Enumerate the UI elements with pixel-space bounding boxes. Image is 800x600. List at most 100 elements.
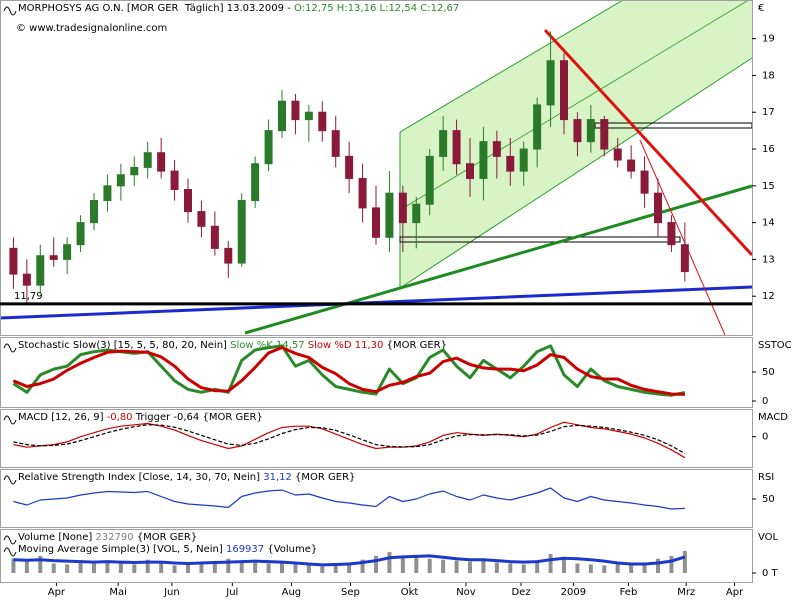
candle-body [372,207,380,238]
volume-bar [78,562,83,573]
series-line [13,554,686,567]
candle-body [425,155,434,205]
legend: Relative Strength Index [Close, 14, 30, … [18,472,355,483]
candle-body [466,163,474,179]
candle-body [210,225,219,249]
x-tick-label: Okt [401,587,419,598]
x-tick-label: Feb [620,587,638,598]
axis-label: MACD [758,412,788,423]
candle-body [331,130,340,157]
volume-bar [508,563,513,573]
y-tick-label: 12 [762,291,775,302]
support-label: 11,79 [14,291,43,302]
panel-frame [0,0,753,336]
x-tick-label: Jul [225,587,238,598]
candle-body [63,244,72,260]
indicator-icon [3,547,17,557]
candle-body [22,273,31,286]
volume-bar [199,563,204,573]
indicator-icon [3,343,17,353]
x-tick-label: Sep [341,587,360,598]
trend-line [244,184,753,335]
x-tick-label: 2009 [561,587,586,598]
x-tick-label: Nov [456,587,476,598]
volume-bar [38,555,43,573]
x-tick-label: Jun [163,587,180,598]
volume-bar [360,559,365,573]
series-line [13,421,686,459]
candle-body [439,130,448,157]
volume-bar [441,559,446,573]
candle-body [291,100,300,121]
x-tick-label: Dez [511,587,530,598]
volume-bar [562,556,566,573]
candle-body [170,170,179,190]
candle-body [184,188,192,213]
indicator-icon [3,415,17,425]
x-tick-label: Mrz [677,587,695,598]
axis-label: RSI [758,472,774,483]
volume-bar [575,563,580,573]
candle-body [237,200,246,264]
candle-body [197,211,206,227]
legend-part: 169937 [226,544,267,555]
panel-frame [0,529,753,583]
volume-bar [226,558,231,573]
legend-part: 31,12 [263,472,295,483]
channel-line [399,0,750,211]
volume-bar [132,564,137,573]
candle-body [452,130,461,165]
legend-part: -0,80 [107,412,136,423]
volume-bar [333,564,338,573]
candle-body [76,222,85,246]
volume-bar [669,555,674,573]
panel-frame [0,409,753,468]
candle-body [9,247,18,275]
candle-body [49,255,58,260]
candle-body [492,141,501,157]
candle-body [143,152,152,168]
volume-bar [521,564,526,573]
y-tick-label: 0 [762,396,768,407]
legend: Moving Average Simple(3) [VOL, 5, Nein] … [18,544,317,555]
volume-bar [374,555,378,573]
y-tick-label: 50 [762,494,775,505]
candle-body [479,141,488,179]
volume-bar [280,561,284,573]
volume-bar [427,558,432,573]
volume-bar [186,564,190,573]
candle-body [533,104,542,150]
candle-body [358,177,367,209]
candle-body [667,222,676,246]
trend-line [543,28,754,257]
candle-body [278,100,286,132]
axis-label: € [758,3,764,14]
volume-bar [602,565,607,573]
volume-bar [615,564,620,573]
volume-bar [293,564,298,573]
candle-body [304,111,313,121]
channel-line [399,0,624,133]
volume-bar [682,550,687,573]
legend: MACD [12, 26, 9] -0,80 Trigger -0,64 {MO… [18,412,263,423]
axis-label: VOL [758,532,779,543]
volume-bar [481,558,486,573]
volume-bar [454,560,459,573]
volume-bar [92,560,96,573]
volume-bar [11,558,16,573]
y-tick-label: 13 [762,254,775,265]
y-tick-label: 14 [762,218,775,229]
legend: MORPHOSYS AG O.N. [MOR GER Täglich] 13.0… [18,3,459,14]
y-tick-label: 18 [762,70,775,81]
volume-bar [159,562,164,573]
candle-body [103,185,112,202]
candle-body [613,148,622,161]
candle-body [412,203,421,224]
legend-part: O:12,75 H:13,16 L:12,54 C:12,67 [294,3,459,14]
volume-bar [548,554,553,573]
volume-bar [172,565,177,573]
channel-fill [400,0,752,288]
candle-body [506,155,515,172]
